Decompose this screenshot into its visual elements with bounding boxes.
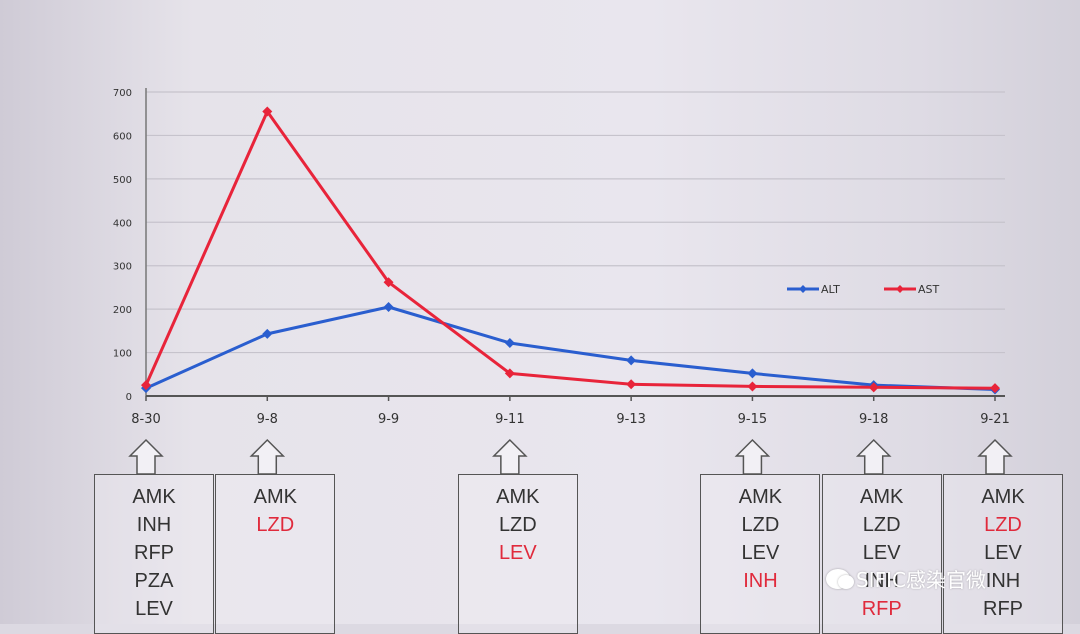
watermark: SIFIC感染官微 — [826, 564, 986, 593]
y-tick-label: 500 — [113, 175, 132, 186]
y-tick-label: 100 — [113, 349, 132, 360]
x-tick-label: 8-30 — [131, 412, 161, 427]
x-axis-tick-labels: 8-30 9-8 9-9 9-11 9-13 9-15 9-18 9-21 — [131, 412, 1010, 427]
data-point-ast — [868, 382, 879, 393]
y-tick-label: 200 — [113, 305, 132, 316]
up-arrow-icon — [977, 438, 1013, 475]
drug-label: AMK — [860, 486, 904, 508]
y-tick-label: 600 — [113, 131, 132, 142]
drug-label: LZD — [256, 514, 295, 536]
drug-label: INH — [985, 570, 1021, 592]
data-point-ast — [747, 381, 758, 392]
drug-label: LZD — [984, 514, 1022, 536]
regimen-box-9-21: AMK LZD LEV INH RFP — [943, 474, 1063, 634]
up-arrow-icon — [128, 438, 164, 475]
watermark-text: SIFIC感染官微 — [856, 568, 986, 592]
data-point-ast — [141, 380, 151, 391]
regimen-box-8-30: AMK INH RFP PZA LEV — [94, 474, 214, 634]
chart-legend: ALT AST — [787, 283, 940, 296]
drug-label: LEV — [862, 542, 901, 564]
data-point-alt — [626, 355, 637, 366]
y-tick-label: 300 — [113, 262, 132, 273]
legend-label-alt: ALT — [821, 283, 840, 296]
series-line-alt — [145, 305, 996, 391]
wechat-icon — [826, 568, 854, 589]
regimen-box-9-11: AMK LZD LEV — [457, 474, 578, 634]
up-arrow-icon — [734, 438, 771, 475]
drug-label: INH — [743, 570, 778, 592]
drug-label: AMK — [738, 486, 783, 508]
drug-label: LEV — [498, 542, 537, 564]
drug-label: INH — [864, 570, 899, 592]
chart-gridlines — [146, 91, 1005, 354]
regimen-box-9-15: AMK LZD LEV INH — [700, 474, 821, 634]
x-tick-label: 9-9 — [378, 412, 399, 427]
up-arrow-icon — [492, 438, 528, 475]
legend-marker-ast — [896, 285, 904, 293]
regimen-box-9-18: AMK LZD LEV INH RFP — [821, 474, 942, 634]
data-point-ast — [990, 383, 1000, 394]
y-tick-label: 700 — [113, 88, 132, 99]
data-point-ast — [626, 379, 637, 390]
drug-label: LZD — [498, 514, 537, 536]
up-arrow-icon — [855, 438, 892, 475]
drug-label: LEV — [741, 542, 780, 564]
drug-label: LZD — [862, 514, 901, 536]
x-tick-label: 9-15 — [738, 412, 768, 427]
drug-label: AMK — [132, 486, 176, 508]
data-point-alt — [262, 328, 273, 339]
drug-label: LEV — [984, 542, 1022, 564]
x-tick-label: 9-8 — [257, 412, 278, 427]
drug-label: LZD — [741, 514, 780, 536]
drug-label: PZA — [134, 570, 174, 592]
y-axis-tick-labels: 0 100 200 300 400 500 600 700 — [113, 88, 132, 403]
x-tick-label: 9-13 — [616, 412, 646, 427]
drug-label: AMK — [253, 486, 297, 508]
data-point-alt — [383, 301, 394, 312]
legend-marker-alt — [799, 285, 807, 293]
up-arrow-icon — [249, 438, 286, 475]
data-point-alt — [504, 338, 515, 349]
regimen-arrows — [128, 438, 1013, 475]
drug-label: RFP — [134, 542, 174, 564]
drug-label: INH — [136, 514, 172, 536]
drug-label: RFP — [861, 598, 902, 620]
legend-label-ast: AST — [918, 283, 940, 296]
series-line-ast — [144, 110, 996, 390]
drug-label: AMK — [496, 486, 540, 508]
x-tick-label: 9-18 — [859, 412, 889, 427]
x-tick-label: 9-11 — [495, 412, 525, 427]
regimen-box-9-8: AMK LZD — [215, 474, 336, 634]
data-point-ast — [504, 368, 515, 379]
series-lines — [144, 110, 996, 391]
y-tick-label: 400 — [113, 218, 132, 229]
drug-label: RFP — [983, 598, 1023, 620]
drug-label: LEV — [135, 598, 173, 620]
chart-axes — [145, 88, 1005, 401]
drug-label: AMK — [981, 486, 1025, 508]
data-point-ast — [262, 106, 273, 117]
y-tick-label: 0 — [126, 392, 132, 403]
data-point-ast — [383, 277, 394, 288]
x-tick-label: 9-21 — [980, 412, 1010, 427]
data-point-alt — [747, 368, 758, 379]
series-points — [141, 106, 1000, 395]
